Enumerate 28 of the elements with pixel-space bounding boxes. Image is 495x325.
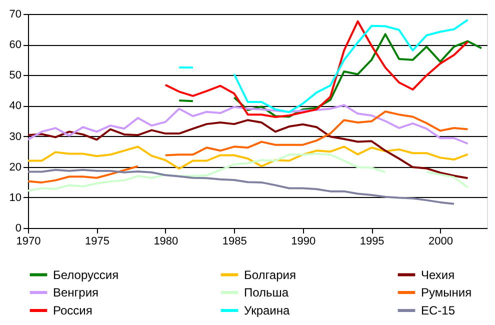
x-tick-label: 1995	[360, 236, 384, 248]
legend-label: Венгрия	[53, 286, 99, 300]
legend-label: Чехия	[421, 268, 455, 282]
legend-label: Польша	[244, 286, 289, 300]
legend-label: Россия	[53, 304, 92, 318]
legend-label: ЕС-15	[421, 304, 456, 318]
y-tick-label: 60	[9, 39, 22, 52]
y-tick-label: 70	[9, 8, 22, 20]
x-tick-label: 1980	[154, 236, 178, 248]
x-tick-label: 1985	[222, 236, 247, 248]
y-tick-label: 50	[9, 70, 22, 82]
line-series	[27, 104, 469, 145]
legend-label: Белоруссия	[53, 268, 119, 282]
x-tick-label: 1990	[291, 236, 316, 248]
line-series	[27, 119, 469, 180]
y-tick-label: 10	[9, 192, 22, 204]
x-tick-label: 2000	[428, 236, 454, 248]
line-series	[27, 168, 456, 205]
y-tick-label: 40	[9, 100, 22, 112]
y-tick-label: 20	[9, 161, 22, 174]
x-tick-label: 1970	[16, 236, 41, 248]
y-tick-label: 0	[15, 222, 22, 234]
line-series	[27, 146, 469, 170]
legend-label: Украина	[244, 304, 290, 318]
x-tick-label: 1975	[84, 236, 110, 248]
legend-label: Румыния	[421, 286, 472, 300]
legend-label: Болгария	[244, 268, 296, 282]
y-tick-label: 30	[9, 130, 22, 143]
